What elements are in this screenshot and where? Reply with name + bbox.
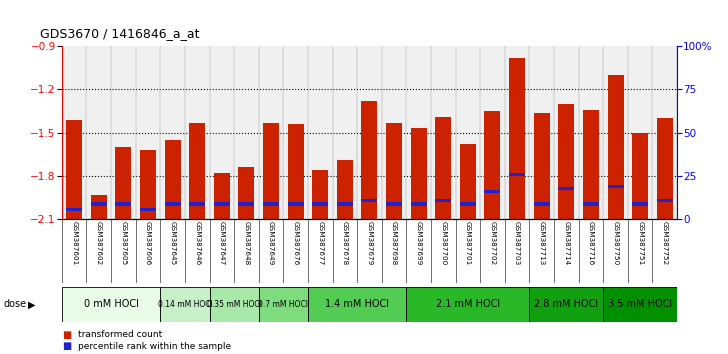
Text: GSM387606: GSM387606 [145,221,151,266]
Bar [411,202,427,206]
Text: GSM387750: GSM387750 [612,221,619,266]
Bar [608,185,623,188]
Text: GSM387677: GSM387677 [317,221,323,266]
Bar [337,202,353,206]
Text: GSM387647: GSM387647 [219,221,225,266]
Bar [239,202,254,206]
Bar [312,170,328,219]
Bar [91,202,107,206]
Text: GSM387751: GSM387751 [637,221,643,266]
Bar [66,208,82,211]
Text: GSM387701: GSM387701 [465,221,471,266]
Bar [386,122,402,219]
Bar [263,202,279,206]
Text: GSM387700: GSM387700 [440,221,446,266]
Bar [583,110,599,219]
Bar [657,118,673,219]
Bar [140,208,156,211]
Text: percentile rank within the sample: percentile rank within the sample [78,342,231,351]
Bar [91,195,107,219]
Text: GSM387716: GSM387716 [588,221,594,266]
Bar [165,140,181,219]
Text: ■: ■ [62,330,71,339]
Text: GSM387649: GSM387649 [268,221,274,266]
Bar [288,202,304,206]
Bar [337,160,353,219]
Text: 3.5 mM HOCl: 3.5 mM HOCl [608,299,672,309]
Text: 1.4 mM HOCl: 1.4 mM HOCl [325,299,389,309]
Bar [140,150,156,219]
Bar [632,202,648,206]
Bar [66,120,82,219]
Bar [362,101,377,219]
Bar [435,199,451,202]
Text: 2.8 mM HOCl: 2.8 mM HOCl [534,299,598,309]
Bar [534,202,550,206]
Bar [411,129,427,219]
Bar [214,202,230,206]
Text: 0.35 mM HOCl: 0.35 mM HOCl [207,300,261,309]
Bar [583,202,599,206]
Bar [308,287,406,322]
Bar [189,122,205,219]
Bar [116,147,131,219]
Bar [509,58,525,219]
Bar [386,202,402,206]
Text: GSM387702: GSM387702 [489,221,496,266]
Text: GSM387713: GSM387713 [539,221,545,266]
Text: GSM387676: GSM387676 [293,221,298,266]
Bar [288,124,304,219]
Bar [460,202,476,206]
Bar [558,187,574,190]
Text: GSM387605: GSM387605 [120,221,127,266]
Text: GSM387679: GSM387679 [366,221,373,266]
Bar [210,287,258,322]
Text: GSM387646: GSM387646 [194,221,200,266]
Text: dose: dose [4,299,27,309]
Bar [509,173,525,176]
Bar [460,144,476,219]
Text: 2.1 mM HOCl: 2.1 mM HOCl [436,299,500,309]
Bar [604,287,677,322]
Bar [608,75,623,219]
Bar [657,199,673,202]
Bar [485,111,500,219]
Bar [116,202,131,206]
Bar [632,133,648,219]
Text: GSM387752: GSM387752 [662,221,668,266]
Text: transformed count: transformed count [78,330,162,339]
Text: ▶: ▶ [28,299,35,309]
Text: GSM387602: GSM387602 [96,221,102,266]
Bar [534,113,550,219]
Bar [160,287,210,322]
Text: GSM387678: GSM387678 [342,221,348,266]
Bar [165,202,181,206]
Bar [62,287,160,322]
Text: GSM387648: GSM387648 [243,221,250,266]
Bar [263,122,279,219]
Text: GSM387699: GSM387699 [416,221,422,266]
Text: GDS3670 / 1416846_a_at: GDS3670 / 1416846_a_at [40,27,199,40]
Text: GSM387714: GSM387714 [563,221,569,266]
Bar [312,202,328,206]
Bar [189,202,205,206]
Bar [435,117,451,219]
Bar [362,199,377,202]
Bar [258,287,308,322]
Bar [529,287,604,322]
Bar [214,173,230,219]
Text: GSM387698: GSM387698 [391,221,397,266]
Bar [406,287,529,322]
Text: GSM387703: GSM387703 [514,221,520,266]
Text: GSM387601: GSM387601 [71,221,77,266]
Text: ■: ■ [62,341,71,351]
Text: GSM387645: GSM387645 [170,221,175,266]
Bar [485,190,500,193]
Text: 0 mM HOCl: 0 mM HOCl [84,299,138,309]
Bar [239,167,254,219]
Text: 0.14 mM HOCl: 0.14 mM HOCl [157,300,213,309]
Bar [558,104,574,219]
Text: 0.7 mM HOCl: 0.7 mM HOCl [258,300,309,309]
